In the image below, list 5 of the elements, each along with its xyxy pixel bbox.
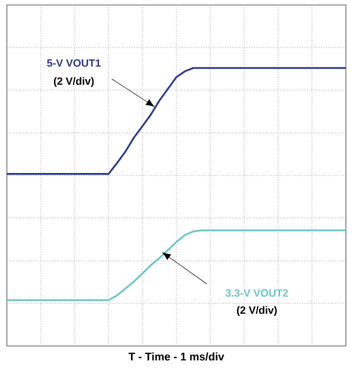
annotation: (2 V/div)	[54, 77, 94, 87]
text: 5-V VOUT1	[47, 59, 101, 67]
text: 3.3-V VOUT2	[226, 289, 288, 297]
x-axis-title: T - Time - 1 ms/div	[128, 352, 224, 361]
annotation: (2 V/div)	[237, 306, 277, 316]
